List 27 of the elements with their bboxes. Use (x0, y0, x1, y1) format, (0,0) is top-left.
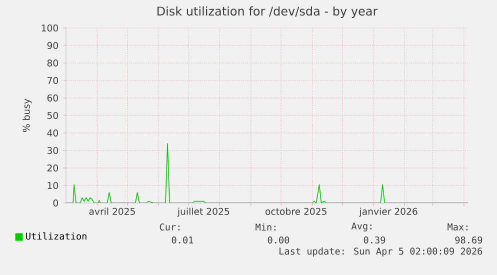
y-tick-label: 20 (47, 164, 58, 172)
text: Min: (256, 223, 276, 231)
x-tick-label: avril 2025 (89, 208, 135, 215)
chart-title: Disk utilization for /dev/sda - by year (158, 6, 378, 18)
y-tick-label: 10 (48, 182, 58, 190)
y-tick-label: 60 (47, 94, 58, 102)
text: 0.01 (172, 236, 194, 244)
legend-label: Utilization (26, 232, 86, 240)
text: Avg: (351, 222, 372, 232)
text: Last update: Sun Apr 5 02:00:09 2026 (280, 247, 482, 257)
y-tick-label: 30 (47, 146, 58, 154)
y-tick-label: 50 (47, 112, 58, 120)
x-tick-label: juillet 2025 (177, 208, 230, 217)
y-axis-title: % busy (22, 98, 32, 132)
y-tick-label: 70 (48, 76, 58, 84)
text: 0.00 (268, 236, 290, 244)
text: 98.69 (455, 236, 482, 244)
x-tick-label: janvier 2026 (359, 208, 418, 217)
y-tick-label: 0 (53, 199, 58, 207)
text: Max: (448, 224, 468, 230)
text: Cur: (160, 223, 180, 231)
text: 0.39 (364, 236, 386, 244)
y-tick-label: 90 (47, 42, 58, 50)
y-tick-label: 100 (42, 24, 58, 32)
x-tick-label: octobre 2025 (266, 208, 326, 215)
y-tick-label: 80 (47, 59, 58, 67)
y-tick-label: 40 (47, 129, 58, 137)
